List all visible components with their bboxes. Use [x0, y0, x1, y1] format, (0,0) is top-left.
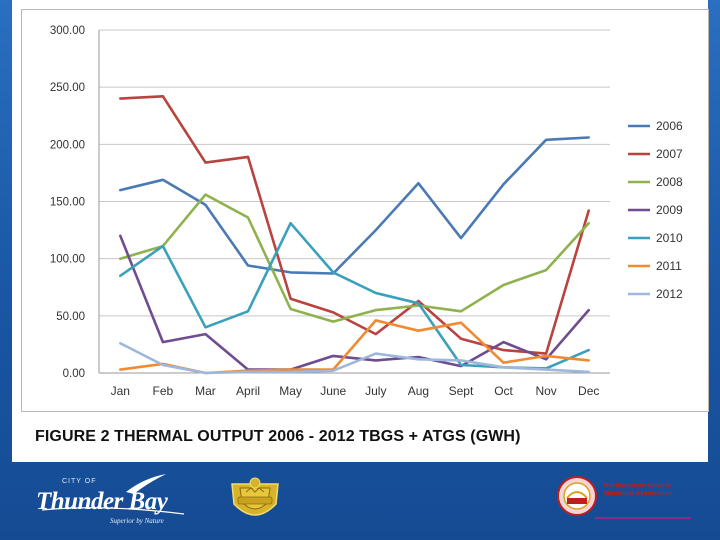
x-tick-label: April [236, 384, 260, 398]
y-tick-label: 250.00 [50, 82, 85, 94]
noma-line-2: Municipal Association [604, 490, 673, 497]
series-line-2009 [119, 234, 591, 371]
chart-frame: 0.00 50.00 100.00 150.00 200.00 250.00 300.00 J… [21, 9, 709, 412]
line-chart: 0.00 50.00 100.00 150.00 200.00 250.00 300.00 J… [50, 25, 683, 398]
x-tick-label: Aug [408, 384, 429, 398]
city-logo-tagline: Superior by Nature [110, 517, 164, 525]
legend-label-2010: 2010 [656, 231, 683, 245]
city-logo-name: Thunder Bay [36, 488, 168, 515]
y-tick-label: 150.00 [50, 197, 85, 209]
legend-label-2008: 2008 [656, 175, 683, 189]
figure-caption: FIGURE 2 THERMAL OUTPUT 2006 - 2012 TBGS… [35, 428, 521, 445]
legend-label-2011: 2011 [656, 259, 682, 273]
x-tick-label: Dec [578, 384, 599, 398]
series-line-2007 [119, 95, 591, 355]
crest-badge-icon [231, 477, 279, 516]
x-tick-label: Feb [153, 384, 174, 398]
x-tick-label: Mar [195, 384, 216, 398]
noma-logo-text: Northwestern Ontario Municipal Associati… [604, 482, 694, 498]
x-tick-label: June [320, 384, 346, 398]
legend-label-2012: 2012 [656, 287, 683, 301]
series-line-2006 [119, 136, 591, 275]
legend-label-2006: 2006 [656, 119, 683, 133]
series-line-2011 [119, 319, 591, 375]
series-line-2008 [119, 193, 591, 323]
legend-label-2007: 2007 [656, 147, 683, 161]
x-tick-label: Jan [111, 384, 130, 398]
city-logo-swoosh-icon [41, 474, 185, 515]
slide-panel: 0.00 50.00 100.00 150.00 200.00 250.00 300.00 J… [12, 0, 709, 462]
series-line-2012 [119, 341, 591, 375]
noma-line-1: Northwestern Ontario [604, 482, 671, 489]
x-tick-label: July [365, 384, 386, 398]
y-tick-label: 200.00 [50, 139, 85, 151]
x-tick-label: Sept [449, 384, 474, 398]
y-tick-label: 0.00 [63, 368, 85, 380]
y-tick-label: 100.00 [50, 254, 85, 266]
y-tick-label: 300.00 [50, 25, 85, 37]
x-tick-label: Oct [494, 384, 513, 398]
x-tick-label: May [279, 384, 302, 398]
legend-label-2009: 2009 [656, 203, 683, 217]
city-logo-prefix: CITY OF [62, 478, 97, 485]
noma-logo-icon [557, 476, 691, 519]
x-tick-label: Nov [535, 384, 556, 398]
y-tick-label: 50.00 [56, 311, 85, 323]
